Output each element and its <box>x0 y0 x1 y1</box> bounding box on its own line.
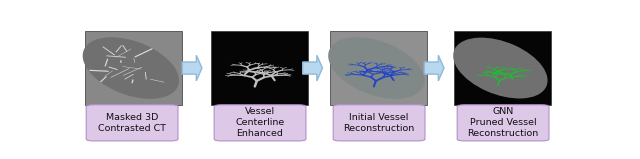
Text: Vessel
Centerline
Enhanced: Vessel Centerline Enhanced <box>236 107 285 138</box>
FancyBboxPatch shape <box>214 105 306 141</box>
Polygon shape <box>424 55 444 81</box>
Text: Masked 3D
Contrasted CT: Masked 3D Contrasted CT <box>98 113 166 133</box>
Ellipse shape <box>328 37 424 99</box>
Text: GNN
Pruned Vessel
Reconstruction: GNN Pruned Vessel Reconstruction <box>467 107 539 138</box>
FancyBboxPatch shape <box>211 31 308 105</box>
FancyBboxPatch shape <box>86 105 178 141</box>
Ellipse shape <box>83 37 179 99</box>
Ellipse shape <box>453 38 548 98</box>
FancyBboxPatch shape <box>85 31 182 105</box>
Polygon shape <box>303 55 323 81</box>
Polygon shape <box>182 55 202 81</box>
FancyBboxPatch shape <box>330 31 428 105</box>
FancyBboxPatch shape <box>454 31 551 105</box>
Text: Initial Vessel
Reconstruction: Initial Vessel Reconstruction <box>344 113 415 133</box>
FancyBboxPatch shape <box>333 105 425 141</box>
FancyBboxPatch shape <box>457 105 549 141</box>
